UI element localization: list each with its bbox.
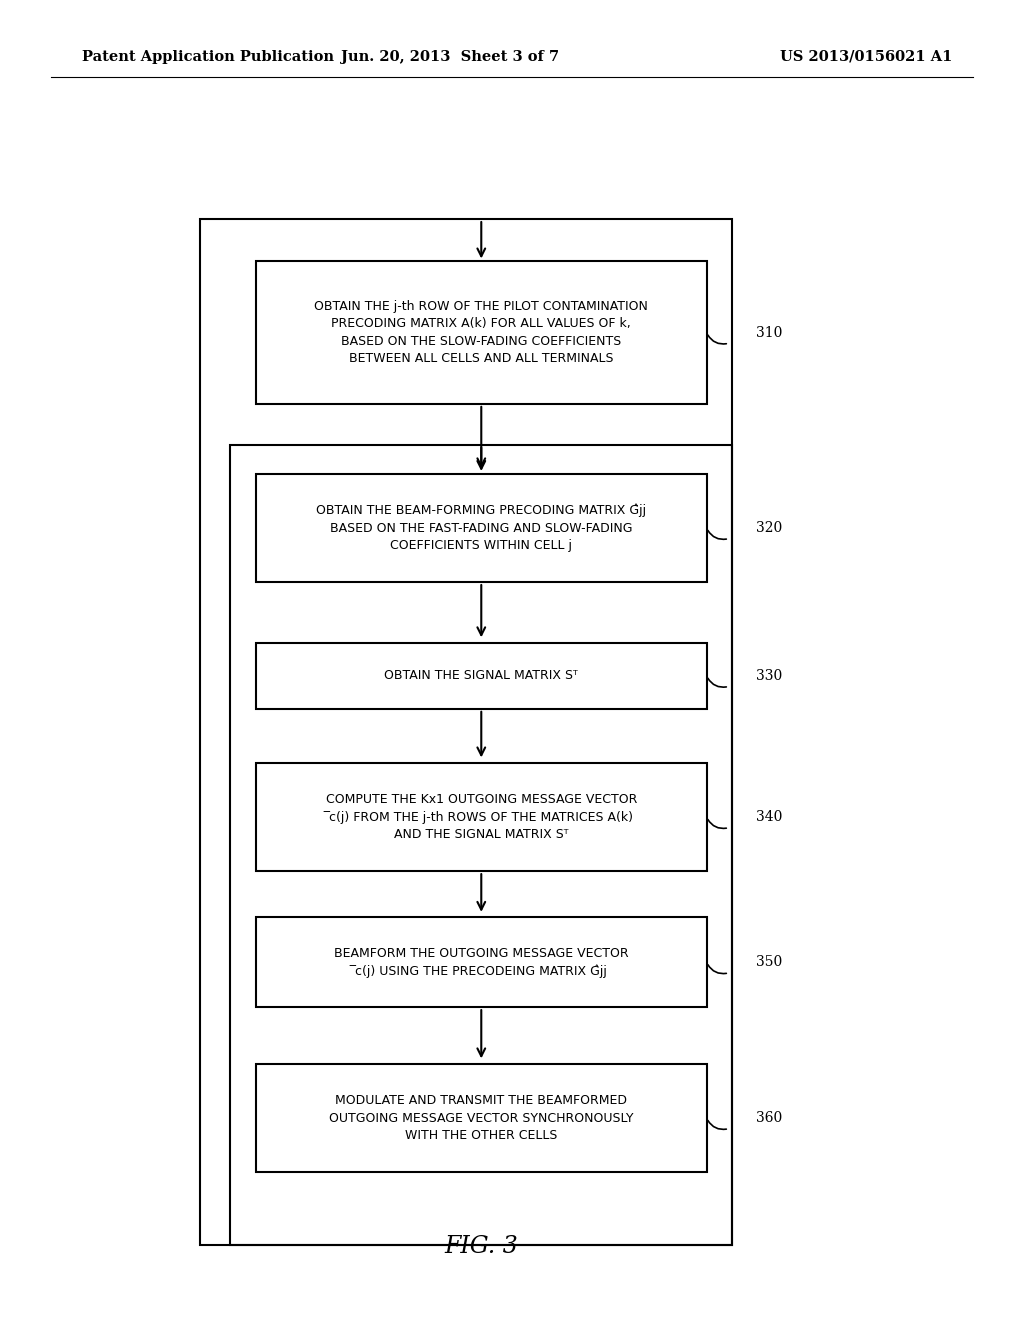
Text: Jun. 20, 2013  Sheet 3 of 7: Jun. 20, 2013 Sheet 3 of 7 <box>341 50 560 63</box>
Bar <box>256 261 707 404</box>
Text: OBTAIN THE j-th ROW OF THE PILOT CONTAMINATION
PRECODING MATRIX A(k) FOR ALL VAL: OBTAIN THE j-th ROW OF THE PILOT CONTAMI… <box>314 300 648 366</box>
Text: OBTAIN THE BEAM-FORMING PRECODING MATRIX Ĝjj
BASED ON THE FAST-FADING AND SLOW-: OBTAIN THE BEAM-FORMING PRECODING MATRIX… <box>316 504 646 552</box>
Text: 350: 350 <box>756 956 782 969</box>
Bar <box>230 445 732 1245</box>
Bar <box>256 643 707 709</box>
Bar <box>256 474 707 582</box>
Bar <box>256 917 707 1007</box>
Text: 320: 320 <box>756 521 782 535</box>
Text: FIG. 3: FIG. 3 <box>444 1234 518 1258</box>
Text: Patent Application Publication: Patent Application Publication <box>82 50 334 63</box>
Text: MODULATE AND TRANSMIT THE BEAMFORMED
OUTGOING MESSAGE VECTOR SYNCHRONOUSLY
WITH : MODULATE AND TRANSMIT THE BEAMFORMED OUT… <box>329 1094 634 1142</box>
Bar <box>256 1064 707 1172</box>
Text: 310: 310 <box>756 326 782 339</box>
Bar <box>200 219 732 1245</box>
Text: US 2013/0156021 A1: US 2013/0156021 A1 <box>780 50 952 63</box>
Bar <box>256 763 707 871</box>
Text: 340: 340 <box>756 810 782 824</box>
Text: 330: 330 <box>756 669 782 682</box>
Text: 360: 360 <box>756 1111 782 1125</box>
Text: BEAMFORM THE OUTGOING MESSAGE VECTOR
̅c(j) USING THE PRECODEING MATRIX Ĝjj: BEAMFORM THE OUTGOING MESSAGE VECTOR ̅c(… <box>334 946 629 978</box>
Text: COMPUTE THE Kx1 OUTGOING MESSAGE VECTOR
̅c(j) FROM THE j-th ROWS OF THE MATRICES: COMPUTE THE Kx1 OUTGOING MESSAGE VECTOR … <box>326 793 637 841</box>
Text: OBTAIN THE SIGNAL MATRIX Sᵀ: OBTAIN THE SIGNAL MATRIX Sᵀ <box>384 669 579 682</box>
